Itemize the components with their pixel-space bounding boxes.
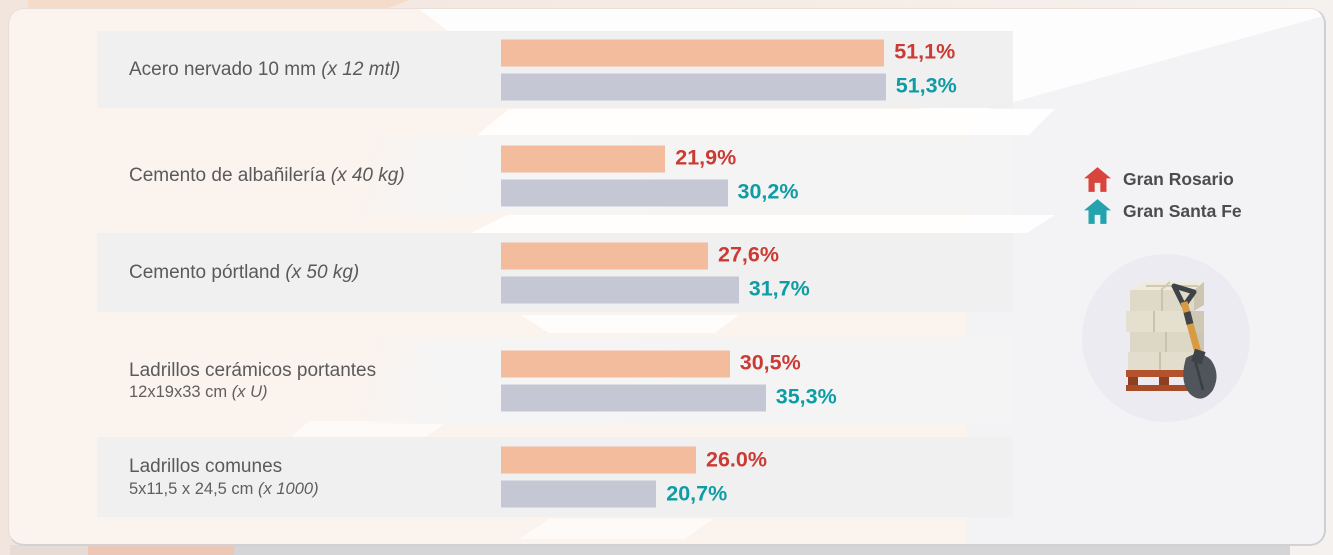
bar-group: 30,5% 35,3% (501, 350, 837, 411)
legend-label: Gran Santa Fe (1123, 201, 1242, 221)
category-size: 12x19x33 cm (129, 383, 228, 402)
bar-group: 21,9% 30,2% (501, 145, 798, 206)
bar-group: 26.0% 20,7% (501, 446, 767, 508)
category-size-line: 5x11,5 x 24,5 cm (x 1000) (129, 479, 319, 500)
chart-row: Ladrillos cerámicos portantes 12x19x33 c… (97, 337, 1013, 424)
bricks-pallet-shovel-icon (1126, 281, 1217, 399)
category-name: Ladrillos comunes (129, 455, 283, 477)
bar-gran-rosario (501, 446, 696, 474)
category-label: Acero nervado 10 mm (x 12 mtl) (129, 58, 400, 82)
category-size-line: 12x19x33 cm (x U) (129, 382, 376, 403)
value-gran-rosario: 30,5% (739, 350, 801, 375)
legend: Gran Rosario Gran Santa Fe (1084, 167, 1242, 224)
category-unit: (x 40 kg) (330, 164, 405, 186)
category-size: 5x11,5 x 24,5 cm (129, 479, 254, 498)
value-gran-rosario: 51,1% (894, 39, 956, 64)
value-gran-rosario: 26.0% (706, 447, 767, 472)
bar-group: 51,1% 51,3% (501, 39, 957, 100)
value-gran-santa-fe: 51,3% (895, 73, 957, 98)
bar-gran-santa-fe (501, 384, 766, 411)
category-name: Ladrillos cerámicos portantes (129, 359, 377, 381)
category-unit: (x 50 kg) (285, 261, 360, 283)
value-gran-santa-fe: 20,7% (666, 481, 728, 506)
house-icon (1084, 167, 1111, 192)
bar-gran-santa-fe (501, 179, 728, 206)
bar-group: 27,6% 31,7% (501, 242, 810, 303)
category-name: Cemento de albañilería (129, 164, 326, 186)
category-size-unit: (x U) (231, 383, 268, 402)
chart-row: Cemento de albañilería (x 40 kg) 21,9% 3… (97, 137, 1013, 214)
bar-gran-rosario (501, 39, 885, 66)
category-label: Cemento de albañilería (x 40 kg) (129, 164, 405, 188)
category-label: Cemento pórtland (x 50 kg) (129, 261, 359, 285)
decor-bottom-strip-gray (234, 545, 1290, 555)
legend-item-gran-santa-fe: Gran Santa Fe (1084, 199, 1242, 224)
bar-gran-santa-fe (501, 276, 739, 303)
chart-row: Ladrillos comunes 5x11,5 x 24,5 cm (x 10… (97, 437, 1013, 517)
bar-gran-santa-fe (501, 480, 657, 508)
bar-gran-rosario (501, 350, 730, 377)
category-name: Cemento pórtland (129, 261, 281, 283)
house-icon (1084, 199, 1111, 224)
chart-row: Cemento pórtland (x 50 kg) 27,6% 31,7% (97, 233, 1013, 312)
decor-top-strip (28, 0, 410, 10)
bar-gran-santa-fe (501, 73, 886, 100)
value-gran-santa-fe: 30,2% (737, 179, 799, 204)
decor-bottom-strip-beige (10, 545, 88, 555)
category-unit: (x 12 mtl) (321, 58, 401, 80)
decor-bottom-strip-salmon (88, 545, 234, 555)
legend-label: Gran Rosario (1123, 169, 1234, 189)
value-gran-santa-fe: 35,3% (775, 384, 837, 409)
category-name: Acero nervado 10 mm (129, 58, 316, 80)
value-gran-rosario: 27,6% (718, 242, 779, 267)
bar-gran-rosario (501, 242, 708, 269)
chart-row: Acero nervado 10 mm (x 12 mtl) 51,1% 51,… (97, 31, 1013, 108)
bar-gran-rosario (501, 145, 666, 172)
chart-card: Acero nervado 10 mm (x 12 mtl) 51,1% 51,… (8, 8, 1326, 546)
category-size-unit: (x 1000) (258, 479, 319, 498)
materials-illustration (1082, 254, 1250, 422)
category-label: Ladrillos cerámicos portantes 12x19x33 c… (129, 358, 376, 402)
value-gran-santa-fe: 31,7% (748, 276, 810, 301)
legend-item-gran-rosario: Gran Rosario (1084, 167, 1242, 192)
value-gran-rosario: 21,9% (675, 145, 737, 170)
category-label: Ladrillos comunes 5x11,5 x 24,5 cm (x 10… (129, 455, 319, 499)
